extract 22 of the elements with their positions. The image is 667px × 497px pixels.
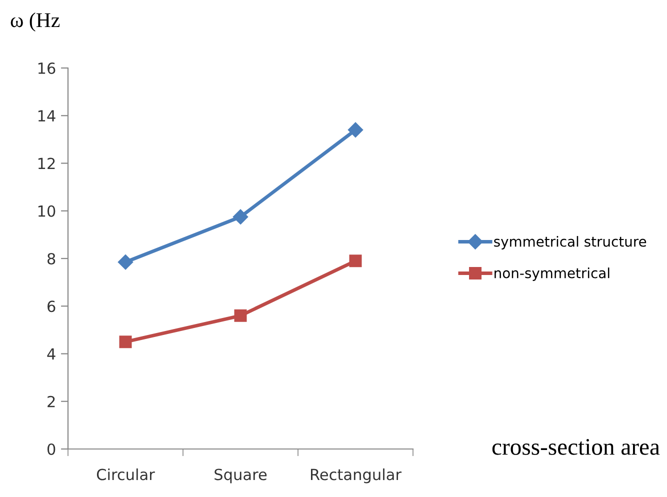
x-tick-label: Rectangular: [310, 468, 402, 484]
y-tick-label: 6: [48, 300, 56, 312]
y-tick-label: 8: [48, 252, 56, 265]
x-tick-label: Circular: [96, 468, 155, 480]
point: [348, 122, 364, 138]
y-tick-label: 0: [47, 443, 56, 456]
y-tick-label: 10: [38, 205, 56, 217]
point: [234, 309, 247, 322]
point: [118, 254, 134, 270]
legend-label: symmetrical structure: [494, 236, 646, 250]
y-tick-label: 4: [47, 348, 56, 360]
point: [119, 336, 132, 348]
x-axis-title: cross-section area: [492, 439, 660, 455]
y-tick-label: 16: [38, 62, 56, 74]
point: [349, 254, 362, 268]
x-tick-label: Square: [214, 468, 267, 484]
legend-label: non-symmetrical: [494, 268, 610, 281]
point: [232, 209, 248, 224]
y-tick-label: 14: [38, 110, 56, 122]
y-tick-label: 12: [38, 158, 55, 170]
y-tick-label: 2: [48, 396, 55, 408]
y-axis-title: ω (Hz: [10, 12, 60, 32]
